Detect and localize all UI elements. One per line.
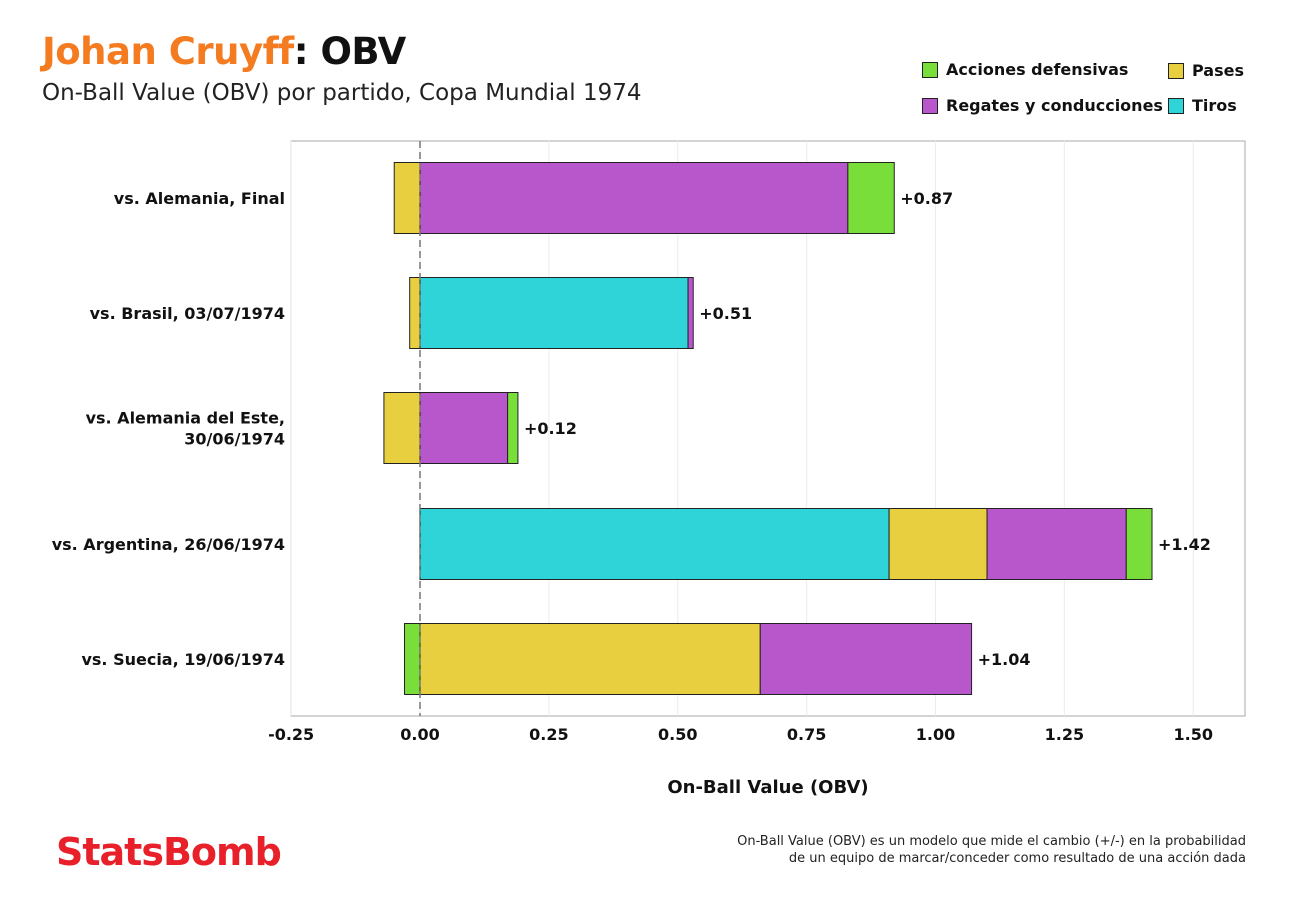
x-tick-label: 0.50 (658, 725, 697, 744)
x-tick-label: -0.25 (268, 725, 314, 744)
legend-item-dribbles: Regates y conducciones (922, 96, 1163, 115)
legend-label-passes: Pases (1192, 61, 1244, 80)
footnote-line-1: On-Ball Value (OBV) es un modelo que mid… (737, 834, 1246, 849)
bar-segment (419, 623, 761, 695)
x-tick-label: 0.75 (787, 725, 826, 744)
bar-segment (409, 277, 421, 349)
bar-segment (1125, 508, 1153, 580)
bar-segment (383, 392, 421, 464)
legend-swatch-passes (1168, 62, 1184, 79)
x-tick-label: 1.25 (1045, 725, 1084, 744)
x-axis-label: On-Ball Value (OBV) (667, 777, 868, 798)
bar-segment (419, 392, 509, 464)
total-value-label: +0.87 (900, 189, 953, 208)
player-name: Johan Cruyff (42, 30, 294, 73)
legend-swatch-dribbles (922, 97, 938, 114)
bar-segment (393, 162, 421, 234)
x-tick-label: 1.00 (916, 725, 955, 744)
category-label: vs. Suecia, 19/06/1974 (81, 650, 285, 669)
y-axis-labels: vs. Alemania, Final vs. Brasil, 03/07/197… (52, 189, 285, 669)
statsbomb-logo: StatsBomb (56, 830, 282, 874)
bar-segment (419, 277, 689, 349)
title-suffix: : OBV (293, 30, 406, 73)
total-labels: +0.87 +0.51 +0.12 +1.42 +1.04 (524, 189, 1211, 669)
legend-label-shots: Tiros (1192, 96, 1237, 115)
category-label: 30/06/1974 (184, 430, 285, 449)
footnote-line-2: de un equipo de marcar/conceder como res… (788, 851, 1246, 866)
legend-item-passes: Pases (1168, 61, 1244, 80)
x-tick-label: 0.00 (400, 725, 439, 744)
category-label: vs. Alemania del Este, (86, 409, 285, 428)
bar-segment (507, 392, 519, 464)
total-value-label: +1.42 (1158, 535, 1211, 554)
x-tick-label: 1.50 (1174, 725, 1213, 744)
legend-swatch-defensive (922, 61, 938, 78)
category-label: vs. Alemania, Final (114, 189, 285, 208)
bar-segment (888, 508, 988, 580)
category-label: vs. Argentina, 26/06/1974 (52, 535, 285, 554)
legend-item-defensive: Acciones defensivas (922, 60, 1128, 79)
legend-label-dribbles: Regates y conducciones (946, 96, 1163, 115)
bar-segment (687, 277, 694, 349)
x-axis-ticks: -0.25 0.00 0.25 0.50 0.75 1.00 1.25 1.50 (268, 725, 1213, 744)
bar-segment (419, 508, 890, 580)
total-value-label: +1.04 (978, 650, 1031, 669)
bar-segment (847, 162, 895, 234)
chart-subtitle: On-Ball Value (OBV) por partido, Copa Mu… (42, 80, 642, 106)
bar-segment (759, 623, 973, 695)
x-tick-label: 0.25 (529, 725, 568, 744)
footnote: On-Ball Value (OBV) es un modelo que mid… (737, 833, 1246, 867)
legend-item-shots: Tiros (1168, 96, 1237, 115)
category-label: vs. Brasil, 03/07/1974 (90, 304, 285, 323)
bar-segment (419, 162, 849, 234)
bar-segment (404, 623, 421, 695)
total-value-label: +0.51 (699, 304, 752, 323)
legend-swatch-shots (1168, 97, 1184, 114)
bars (383, 162, 1153, 695)
legend-label-defensive: Acciones defensivas (946, 60, 1129, 79)
total-value-label: +0.12 (524, 419, 577, 438)
chart-title: Johan Cruyff: OBV (42, 30, 406, 73)
bar-segment (986, 508, 1127, 580)
